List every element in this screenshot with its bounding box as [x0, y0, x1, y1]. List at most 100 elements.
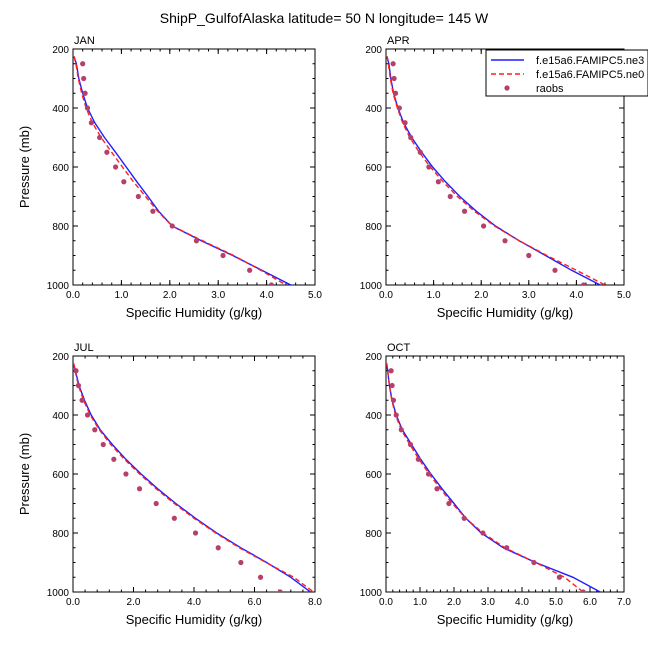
- y-tick-label: 400: [52, 411, 69, 422]
- raobs-point: [88, 120, 94, 126]
- y-tick-label: 400: [365, 411, 382, 422]
- x-tick-label: 2.0: [447, 597, 461, 608]
- raobs-point: [97, 134, 103, 141]
- plot-frame-jan: [72, 48, 316, 286]
- raobs-point: [580, 589, 586, 592]
- series-line-1: [73, 363, 311, 592]
- series-line-1: [386, 363, 601, 592]
- x-tick-label: 0.0: [379, 597, 393, 608]
- x-axis-label: Specific Humidity (g/kg): [126, 305, 263, 320]
- y-tick-label: 1000: [47, 588, 70, 599]
- panel-oct: OCT 0.0 1.0 2.0 3.0 4.0 5.0 6.0 7.0 200 400 600 800 1…: [360, 342, 632, 627]
- x-tick-label: 3.0: [481, 597, 495, 608]
- legend: f.e15a6.FAMIPC5.ne3 f.e15a6.FAMIPC5.ne0 ra…: [485, 49, 648, 97]
- panel-jul: JUL 0.0 2.0 4.0 6.0 8.0 200 400 600 800 1000 Specif…: [17, 342, 322, 627]
- raobs-point: [73, 368, 79, 374]
- x-tick-label: 8.0: [308, 597, 322, 608]
- raobs-point: [111, 456, 117, 462]
- raobs-point: [415, 456, 421, 462]
- x-axis-label: Specific Humidity (g/kg): [437, 612, 574, 627]
- x-tick-label: 1.0: [413, 597, 427, 608]
- y-tick-label: 1000: [47, 281, 70, 292]
- raobs-point: [153, 500, 159, 507]
- panel-label-jul: JUL: [74, 342, 94, 354]
- x-tick-label: 0.0: [379, 290, 393, 301]
- legend-label: f.e15a6.FAMIPC5.ne0: [536, 69, 644, 81]
- raobs-point: [425, 471, 432, 477]
- series-line-2: [73, 56, 287, 285]
- y-tick-label: 600: [52, 470, 69, 481]
- x-tick-label: 4.0: [260, 290, 274, 301]
- raobs-point: [391, 75, 397, 82]
- raobs-point: [112, 164, 119, 170]
- y-tick-label: 400: [365, 104, 382, 115]
- y-tick-label: 800: [52, 222, 69, 233]
- raobs-point: [84, 105, 91, 111]
- x-tick-label: 4.0: [569, 290, 583, 301]
- raobs-point: [104, 149, 110, 155]
- raobs-point: [123, 471, 129, 477]
- x-tick-label: 0.0: [66, 597, 80, 608]
- raobs-point: [393, 412, 399, 418]
- raobs-point: [268, 282, 275, 285]
- raobs-point: [446, 500, 452, 507]
- raobs-point: [92, 427, 98, 433]
- raobs-point: [82, 90, 88, 96]
- legend-label: raobs: [536, 83, 564, 95]
- series-group: [73, 56, 292, 285]
- raobs-point: [193, 238, 200, 244]
- raobs-point: [238, 559, 244, 566]
- x-axis-label: Specific Humidity (g/kg): [126, 612, 263, 627]
- raobs-point: [79, 397, 85, 403]
- raobs-point: [257, 574, 264, 580]
- raobs-point: [580, 282, 587, 285]
- raobs-point: [84, 412, 91, 418]
- y-tick-label: 800: [365, 529, 382, 540]
- x-tick-label: 0.0: [66, 290, 80, 301]
- raobs-point: [556, 574, 563, 580]
- raobs-point: [417, 149, 423, 155]
- raobs-point: [81, 75, 87, 82]
- raobs-point: [277, 589, 283, 592]
- x-tick-label: 7.0: [617, 597, 631, 608]
- plot-frame-jul: [72, 355, 316, 593]
- raobs-point: [552, 267, 558, 273]
- raobs-point: [171, 515, 177, 521]
- raobs-point: [75, 382, 82, 389]
- panels: JAN 0.0 1.0 2.0 3.0 4.0 5.0 200 400 600 800 1000 Spe…: [17, 35, 631, 627]
- raobs-point: [247, 267, 253, 273]
- y-tick-label: 600: [52, 163, 69, 174]
- series-line-2: [73, 363, 314, 592]
- x-tick-label: 4.0: [187, 597, 201, 608]
- raobs-point: [504, 545, 510, 551]
- raobs-point: [461, 208, 468, 214]
- x-tick-label: 1.0: [114, 290, 128, 301]
- y-tick-label: 200: [365, 352, 382, 363]
- panel-apr: APR 0.0 1.0 2.0 3.0 4.0 5.0 200 400 600 800 1000 Spe…: [360, 35, 632, 320]
- series-group: [73, 363, 314, 592]
- x-tick-label: 2.0: [127, 597, 141, 608]
- raobs-point: [434, 486, 440, 492]
- x-tick-label: 1.0: [427, 290, 441, 301]
- series-group: [386, 363, 601, 592]
- panel-label-apr: APR: [387, 35, 410, 47]
- x-tick-label: 3.0: [211, 290, 225, 301]
- y-tick-label: 800: [365, 222, 382, 233]
- y-tick-label: 200: [365, 45, 382, 56]
- raobs-point: [136, 486, 143, 492]
- legend-marker: [504, 85, 510, 91]
- raobs-point: [407, 441, 414, 448]
- raobs-point: [396, 105, 402, 111]
- panel-label-oct: OCT: [387, 342, 411, 354]
- raobs-point: [80, 61, 86, 67]
- raobs-point: [169, 223, 175, 229]
- y-tick-label: 1000: [360, 588, 383, 599]
- raobs-point: [220, 252, 226, 259]
- raobs-point: [461, 515, 467, 521]
- y-tick-label: 1000: [360, 281, 383, 292]
- y-axis-label: Pressure (mb): [17, 126, 32, 208]
- raobs-point: [150, 208, 156, 214]
- raobs-point: [531, 559, 537, 566]
- raobs-point: [447, 193, 453, 200]
